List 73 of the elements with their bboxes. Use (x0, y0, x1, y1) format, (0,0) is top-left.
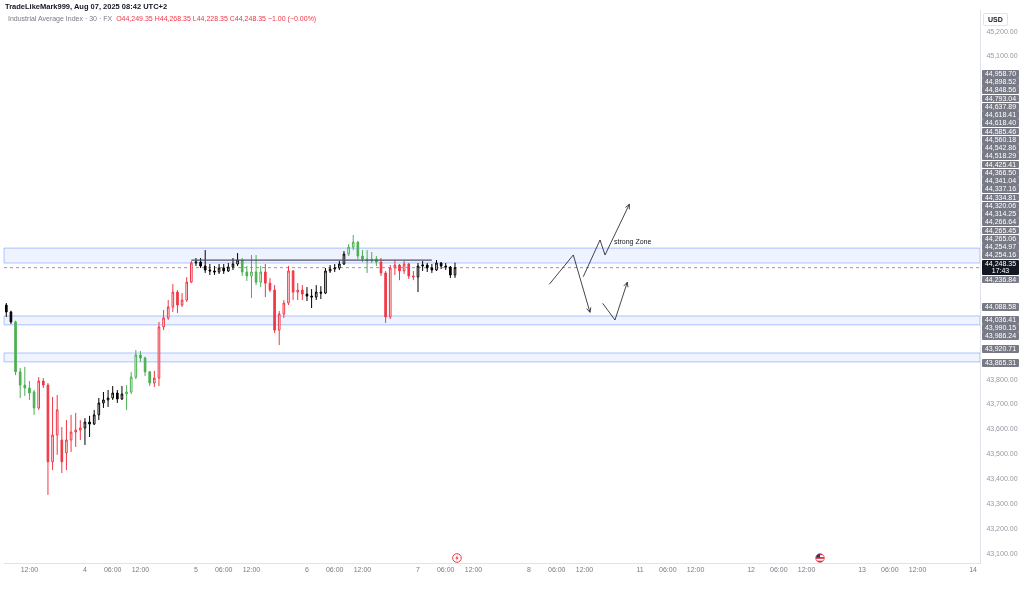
candlestick (46, 382, 50, 496)
candlestick (425, 262, 429, 273)
candlestick (268, 277, 272, 293)
candlestick (324, 267, 327, 295)
candlestick (176, 289, 179, 314)
candlestick (185, 276, 189, 303)
candlestick (125, 384, 128, 411)
candlestick (37, 376, 40, 411)
candlestick (23, 366, 27, 397)
candlestick (264, 263, 267, 298)
candlestick (319, 285, 323, 300)
candlestick (55, 394, 59, 456)
candlestick (240, 257, 244, 277)
candlestick (28, 380, 31, 401)
candlestick (18, 367, 22, 399)
candlestick (236, 252, 239, 267)
candlestick (162, 309, 165, 331)
candlestick (430, 263, 434, 274)
candlestick (88, 415, 91, 438)
candlestick (291, 269, 295, 301)
candlestick (435, 259, 438, 272)
candlestick (398, 263, 401, 281)
candlestick (444, 262, 448, 271)
candlestick (384, 270, 387, 324)
candlestick (157, 321, 161, 387)
candlestick (102, 391, 105, 409)
candlestick (79, 419, 82, 441)
candlestick (379, 257, 383, 277)
candlestick (65, 419, 68, 471)
candlestick (190, 260, 193, 284)
candlestick (74, 412, 78, 448)
candlestick (139, 350, 142, 363)
candlestick (116, 389, 119, 404)
candlestick (412, 270, 415, 281)
candlestick (106, 389, 110, 408)
candlestick (194, 257, 198, 267)
candlestick (287, 265, 290, 306)
candlestick (416, 262, 420, 293)
candlestick (60, 426, 64, 474)
candlestick (301, 284, 304, 301)
candlestick (347, 243, 350, 257)
candlestick (231, 257, 235, 271)
candlestick (250, 254, 253, 299)
candlestick (273, 284, 276, 334)
candlestick (97, 397, 101, 421)
candlestick (388, 264, 392, 320)
candlestick (217, 263, 221, 275)
candlestick (83, 417, 87, 446)
candlestick (32, 389, 36, 416)
candlestick (14, 320, 17, 376)
candlestick (361, 249, 364, 263)
candlestick (310, 288, 313, 309)
candlestick (305, 286, 309, 302)
candlestick (227, 262, 230, 273)
candlestick (254, 254, 258, 286)
candlestick (203, 249, 207, 274)
candlestick (407, 262, 411, 280)
candlestick (120, 385, 124, 401)
candlestick (439, 262, 443, 270)
candlestick (402, 260, 406, 275)
candlestick (222, 263, 226, 275)
candlestick (453, 262, 457, 279)
candlestick (449, 265, 452, 279)
candlestick (338, 260, 341, 271)
candlestick (51, 396, 54, 471)
candlestick (333, 263, 337, 273)
candlestick (314, 284, 318, 301)
candlestick (328, 264, 332, 274)
candlestick (153, 370, 156, 388)
candlestick (69, 414, 73, 453)
candlestick (213, 265, 216, 276)
candlestick (421, 260, 424, 272)
candlestick (199, 257, 202, 269)
